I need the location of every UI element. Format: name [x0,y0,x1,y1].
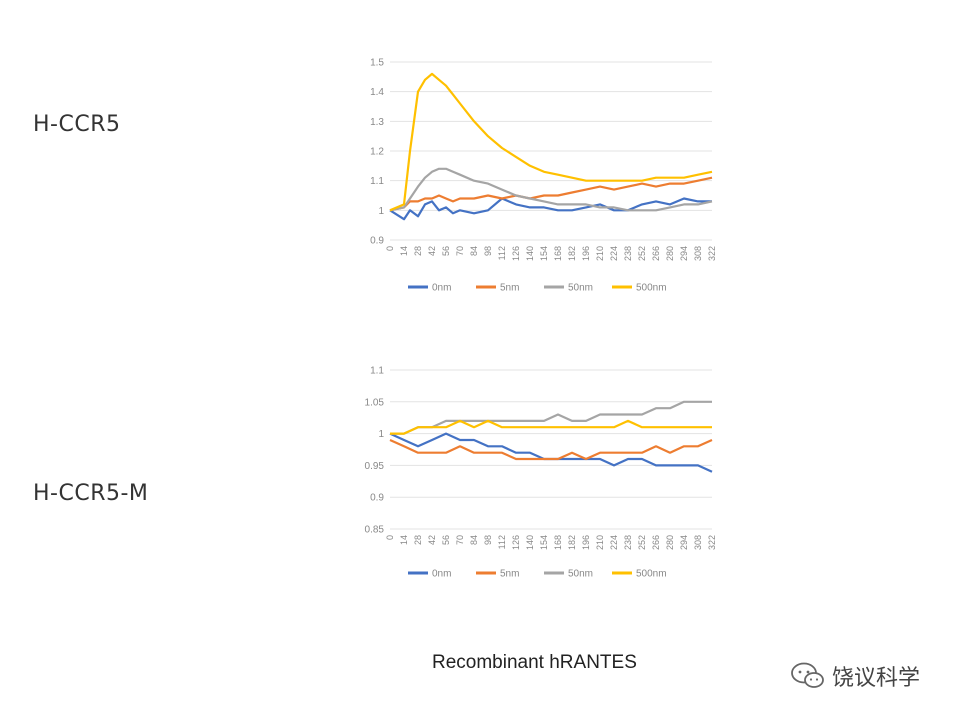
x-tick-label: 238 [623,535,633,550]
x-tick-label: 210 [595,535,605,550]
y-tick-label: 1.1 [370,176,384,187]
x-tick-label: 70 [455,535,465,545]
legend-label: 500nm [636,283,667,294]
x-tick-label: 56 [441,246,451,256]
x-tick-label: 126 [511,535,521,550]
y-tick-label: 0.85 [365,525,385,536]
y-tick-label: 0.9 [370,493,384,504]
x-tick-label: 42 [427,246,437,256]
legend-label: 5nm [500,569,519,580]
x-tick-label: 196 [581,535,591,550]
chart-h-ccr5-m: 0.85 0.9 0.95 1 1.05 1.1 0 14 28 42 56 70 84 98 112 126… [365,366,717,580]
x-tick-label: 154 [539,535,549,550]
series-line-500nm [390,419,712,435]
y-tick-label: 1.4 [370,87,384,98]
x-tick-label: 182 [567,535,577,550]
x-tick-label: 0 [385,246,395,251]
x-tick-label: 28 [413,535,423,545]
legend-label: 500nm [636,569,667,580]
x-tick-label: 0 [385,535,395,540]
x-tick-label: 126 [511,246,521,261]
x-tick-label: 224 [609,246,619,261]
x-tick-label: 210 [595,246,605,261]
x-tick-label: 280 [665,246,675,261]
legend-label: 0nm [432,569,451,580]
x-tick-label: 224 [609,535,619,550]
x-tick-label: 322 [707,246,717,261]
series-line-5nm [389,438,713,461]
y-tick-label: 1.3 [370,117,384,128]
watermark-text: 饶议科学 [832,666,921,691]
x-tick-label: 322 [707,535,717,550]
y-tick-label: 1.1 [370,366,384,377]
x-tick-label: 182 [567,246,577,261]
series-line-50nm [389,167,713,212]
x-tick-label: 196 [581,246,591,261]
x-tick-label: 140 [525,246,535,261]
x-tick-label: 252 [637,246,647,261]
x-tick-label: 84 [469,246,479,256]
wechat-logo-icon [791,662,824,688]
x-tick-label: 154 [539,246,549,261]
y-tick-label: 1 [378,206,384,217]
legend-label: 50nm [568,569,593,580]
x-tick-label: 294 [679,535,689,550]
x-tick-label: 252 [637,535,647,550]
x-tick-label: 14 [399,535,409,545]
legend-label: 50nm [568,283,593,294]
x-tick-label: 98 [483,535,493,545]
x-tick-label: 84 [469,535,479,545]
x-tick-label: 56 [441,535,451,545]
y-tick-label: 1.2 [370,147,384,158]
x-tick-label: 308 [693,535,703,550]
legend-label: 0nm [432,283,451,294]
x-tick-label: 28 [413,246,423,256]
watermark: 饶议科学 [790,660,920,692]
x-tick-label: 168 [553,246,563,261]
x-tick-label: 168 [553,535,563,550]
row-label-h-ccr5-m: H-CCR5-M [33,481,149,506]
series-line-0nm [389,197,712,221]
x-tick-label: 98 [483,246,493,256]
chart-h-ccr5: 0.9 1 1.1 1.2 1.3 1.4 1.5 0 14 28 42 56 70 84 98 112 126… [370,58,717,294]
y-tick-label: 1.05 [365,397,385,408]
series-line-50nm [390,400,712,435]
legend-label: 5nm [500,283,519,294]
x-tick-label: 112 [497,246,507,260]
series-line-500nm [389,72,713,212]
x-tick-label: 14 [399,246,409,256]
x-tick-label: 42 [427,535,437,545]
x-tick-label: 140 [525,535,535,550]
x-tick-label: 266 [651,535,661,550]
x-tick-label: 70 [455,246,465,256]
x-tick-label: 112 [497,535,507,549]
y-tick-label: 1 [378,429,384,440]
x-tick-label: 294 [679,246,689,261]
x-tick-label: 308 [693,246,703,261]
x-tick-label: 238 [623,246,633,261]
x-tick-label: 266 [651,246,661,261]
y-tick-label: 0.9 [370,236,384,247]
x-tick-label: 280 [665,535,675,550]
figure-caption: Recombinant hRANTES [432,652,637,673]
row-label-h-ccr5: H-CCR5 [33,112,121,137]
series-line-5nm [389,176,713,212]
y-tick-label: 1.5 [370,58,384,69]
y-tick-label: 0.95 [365,461,385,472]
